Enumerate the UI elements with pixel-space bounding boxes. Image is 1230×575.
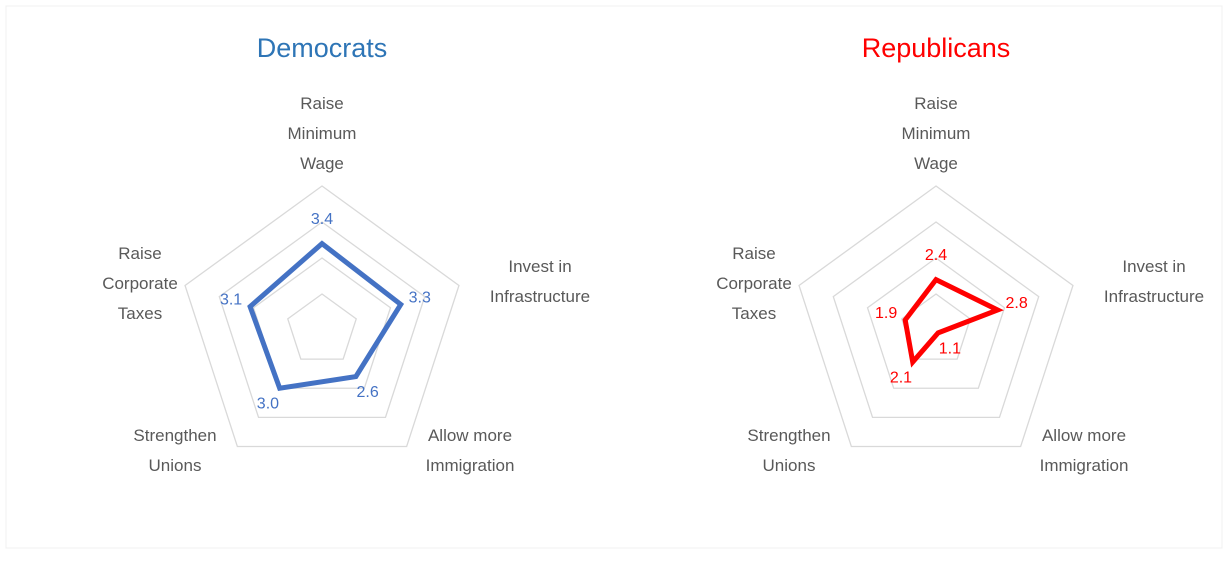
category-label-line: Minimum	[902, 124, 971, 143]
category-label-line: Raise	[732, 244, 775, 263]
category-label-line: Invest in	[1122, 257, 1185, 276]
category-label-line: Strengthen	[133, 426, 216, 445]
category-label-line: Strengthen	[747, 426, 830, 445]
value-label: 2.8	[1006, 295, 1028, 312]
value-label: 3.4	[311, 211, 333, 228]
category-label-line: Minimum	[288, 124, 357, 143]
value-label: 3.3	[409, 289, 431, 306]
category-label: Allow more Immigration	[1040, 426, 1129, 475]
category-label: Raise Corporate Taxes	[716, 244, 792, 323]
grid-ring	[832, 221, 1040, 419]
category-label-line: Taxes	[732, 304, 776, 323]
value-label: 1.1	[939, 340, 961, 357]
category-label-line: Raise	[914, 94, 957, 113]
category-label-line: Infrastructure	[1104, 287, 1204, 306]
category-label-line: Raise	[300, 94, 343, 113]
series-line	[902, 276, 1004, 368]
value-label: 2.1	[890, 369, 912, 386]
category-label: Strengthen Unions	[747, 426, 830, 475]
category-label-line: Corporate	[716, 274, 792, 293]
category-label: Raise Minimum Wage	[902, 94, 971, 173]
category-label-line: Wage	[300, 154, 344, 173]
category-label-line: Wage	[914, 154, 958, 173]
value-label: 3.0	[257, 396, 279, 413]
value-label: 2.6	[356, 384, 378, 401]
chart-title: Republicans	[862, 33, 1011, 63]
category-label: Strengthen Unions	[133, 426, 216, 475]
category-label-line: Immigration	[426, 456, 515, 475]
category-label-line: Unions	[149, 456, 202, 475]
chart-area	[5, 5, 1223, 549]
category-label-line: Unions	[763, 456, 816, 475]
category-label-line: Corporate	[102, 274, 178, 293]
value-label: 3.1	[220, 292, 242, 309]
grid-ring	[286, 293, 358, 360]
value-label: 1.9	[875, 305, 897, 322]
category-label-line: Infrastructure	[490, 287, 590, 306]
category-label: Allow more Immigration	[426, 426, 515, 475]
category-label-line: Allow more	[428, 426, 512, 445]
grid-ring	[866, 257, 1006, 389]
category-label-line: Invest in	[508, 257, 571, 276]
chart-title: Democrats	[257, 33, 388, 63]
category-label: Raise Minimum Wage	[288, 94, 357, 173]
grid-ring	[218, 221, 426, 419]
category-label: Invest in Infrastructure	[1104, 257, 1204, 306]
grid-ring	[184, 185, 460, 448]
grid-ring	[252, 257, 392, 389]
category-label-line: Taxes	[118, 304, 162, 323]
series-line	[247, 240, 405, 392]
category-label: Invest in Infrastructure	[490, 257, 590, 306]
value-label: 2.4	[925, 247, 947, 264]
category-label-line: Allow more	[1042, 426, 1126, 445]
category-label-line: Raise	[118, 244, 161, 263]
category-label: Raise Corporate Taxes	[102, 244, 178, 323]
grid-ring	[798, 185, 1074, 448]
category-label-line: Immigration	[1040, 456, 1129, 475]
